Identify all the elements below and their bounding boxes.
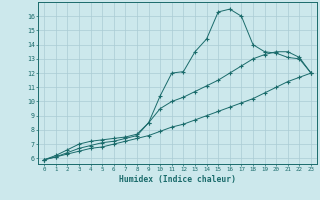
X-axis label: Humidex (Indice chaleur): Humidex (Indice chaleur) bbox=[119, 175, 236, 184]
